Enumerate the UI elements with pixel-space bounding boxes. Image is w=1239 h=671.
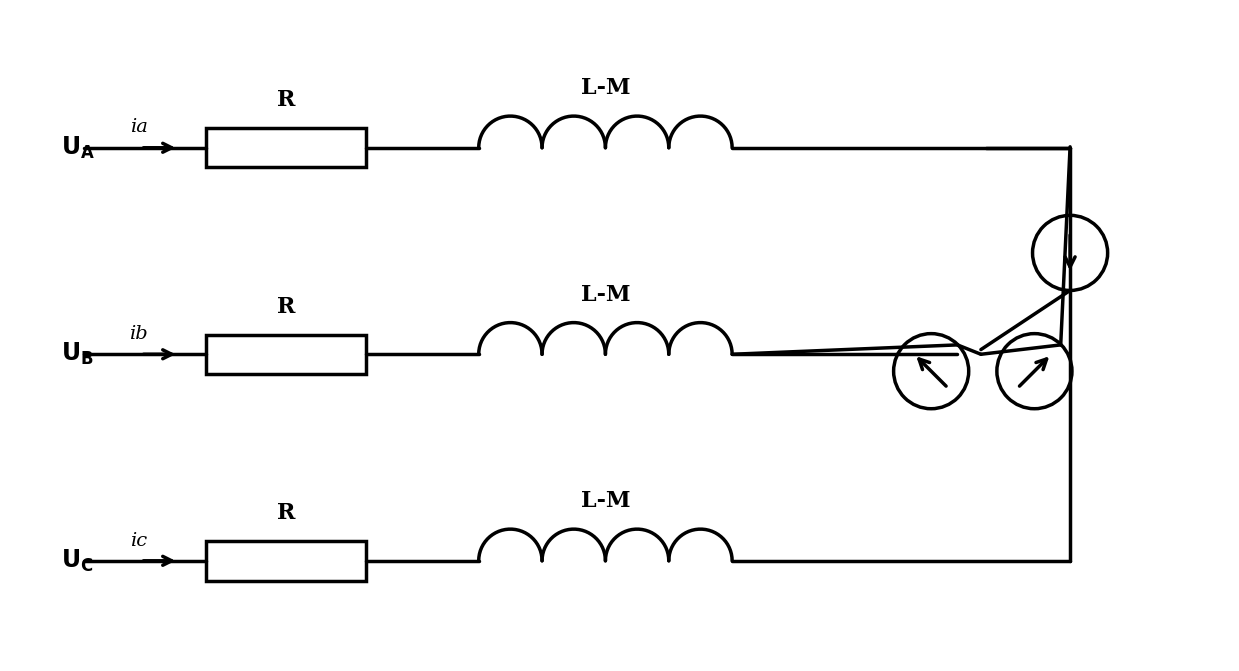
Text: $\mathbf{U_B}$: $\mathbf{U_B}$ [61, 341, 94, 368]
Text: L-M: L-M [581, 284, 631, 306]
Text: R: R [278, 296, 295, 317]
Text: R: R [278, 89, 295, 111]
FancyBboxPatch shape [207, 541, 366, 580]
Text: L-M: L-M [581, 77, 631, 99]
FancyBboxPatch shape [207, 128, 366, 168]
Text: ib: ib [130, 325, 149, 343]
Text: $\mathbf{U_C}$: $\mathbf{U_C}$ [61, 548, 93, 574]
Text: $\mathbf{U_A}$: $\mathbf{U_A}$ [61, 135, 95, 161]
Text: ic: ic [130, 531, 147, 550]
Text: ia: ia [130, 119, 147, 136]
Text: R: R [278, 502, 295, 524]
FancyBboxPatch shape [207, 335, 366, 374]
Text: L-M: L-M [581, 491, 631, 512]
